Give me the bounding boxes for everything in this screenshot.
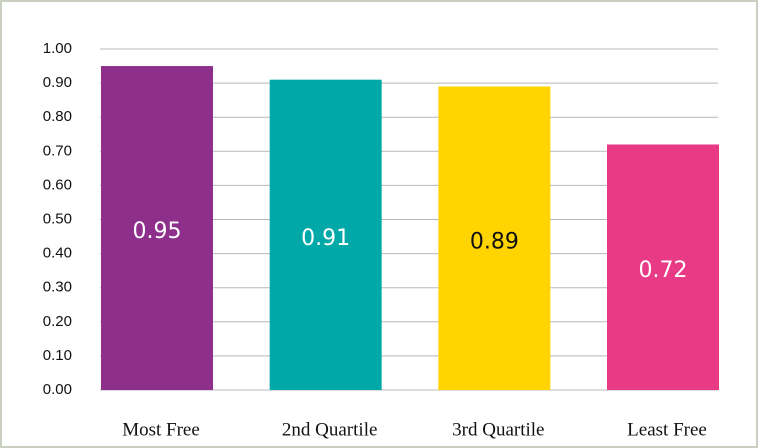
y-tick-label: 0.10 xyxy=(43,347,72,364)
y-tick-label: 0.40 xyxy=(43,245,72,262)
bar xyxy=(101,66,213,391)
y-tick-label: 0.00 xyxy=(43,381,72,398)
y-tick-label: 0.30 xyxy=(43,279,72,296)
y-tick-label: 0.20 xyxy=(43,313,72,330)
bar xyxy=(607,144,719,390)
bar xyxy=(438,86,551,390)
x-tick-label: 3rd Quartile xyxy=(452,419,544,440)
y-tick-label: 0.50 xyxy=(43,210,72,227)
y-tick-label: 0.70 xyxy=(43,142,72,159)
data-label: 0.91 xyxy=(301,226,350,251)
bar xyxy=(269,79,382,390)
y-tick-label: 0.80 xyxy=(43,108,72,125)
x-tick-label: 2nd Quartile xyxy=(282,419,378,440)
x-tick-label: Least Free xyxy=(627,419,707,440)
x-tick-label: Most Free xyxy=(122,419,200,440)
y-tick-label: 0.90 xyxy=(43,74,72,91)
data-label: 0.95 xyxy=(133,219,182,244)
y-tick-label: 0.60 xyxy=(43,176,72,193)
data-label: 0.72 xyxy=(639,258,688,283)
y-tick-label: 1.00 xyxy=(43,40,72,57)
data-label: 0.89 xyxy=(470,229,519,254)
